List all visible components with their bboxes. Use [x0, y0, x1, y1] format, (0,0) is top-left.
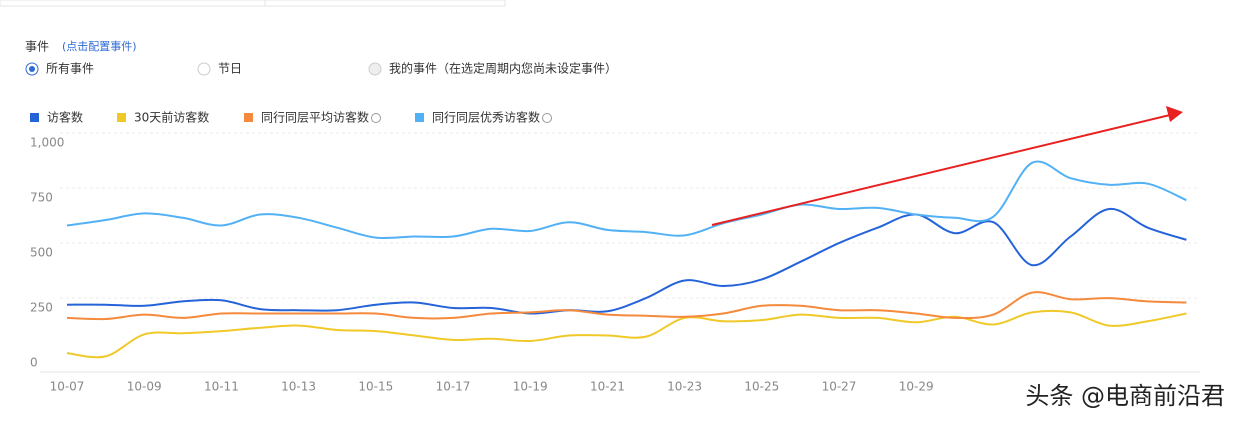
legend-label: 同行同层平均访客数 [261, 110, 369, 125]
legend-swatch [244, 113, 253, 122]
radio[interactable] [368, 62, 382, 76]
y-tick-label: 250 [30, 301, 53, 315]
legend-label: 访客数 [47, 110, 83, 125]
filter-label: 事件 [25, 40, 49, 54]
legend-label: 30天前访客数 [134, 110, 209, 125]
x-tick-label: 10-11 [204, 380, 239, 394]
x-tick-label: 10-09 [127, 380, 162, 394]
config-link[interactable]: (点击配置事件) [62, 40, 137, 53]
help-icon [542, 113, 553, 123]
x-tick-label: 10-27 [822, 380, 857, 394]
x-tick-label: 10-23 [667, 380, 702, 394]
x-tick-label: 10-17 [436, 380, 471, 394]
x-tick-label: 10-21 [590, 380, 625, 394]
x-tick-label: 10-19 [513, 380, 548, 394]
radio-label[interactable]: 节日 [218, 62, 242, 76]
legend-swatch [415, 113, 424, 122]
y-tick-label: 500 [30, 246, 53, 260]
y-tick-label: 750 [30, 191, 53, 205]
watermark: 头条 @电商前沿君 [1025, 382, 1225, 410]
x-tick-label: 10-29 [899, 380, 934, 394]
x-tick-label: 10-07 [50, 380, 85, 394]
x-tick-label: 10-15 [358, 380, 393, 394]
trend-arrow [711, 114, 1171, 226]
x-tick-label: 10-13 [281, 380, 316, 394]
radio-label[interactable]: 所有事件 [46, 62, 94, 76]
legend-label: 同行同层优秀访客数 [432, 110, 540, 125]
help-icon [371, 113, 382, 123]
series-line [66, 207, 1187, 315]
y-tick-label: 1,000 [30, 136, 64, 150]
legend-swatch [117, 113, 126, 122]
input-box [0, 0, 506, 7]
series-line [66, 160, 1187, 240]
series-line [66, 309, 1187, 359]
series-line [66, 291, 1187, 321]
radio-dot [29, 66, 35, 72]
radio[interactable] [197, 62, 211, 76]
radio-label[interactable]: 我的事件（在选定周期内您尚未设定事件） [389, 61, 617, 76]
arrow-head [1166, 106, 1183, 122]
x-tick-label: 10-25 [744, 380, 779, 394]
legend-swatch [30, 113, 39, 122]
y-tick-label: 0 [30, 356, 38, 370]
